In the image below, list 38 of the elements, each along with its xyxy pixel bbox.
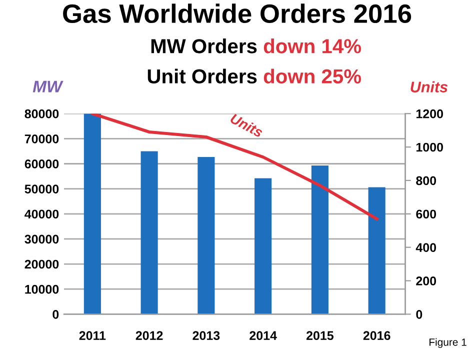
y2-tick-label: 800 — [416, 176, 436, 186]
bar — [254, 178, 272, 314]
text: Unit Orders — [148, 68, 257, 84]
y2-tick-label: 1200 — [416, 109, 443, 118]
y-tick-label: 20000 — [24, 260, 59, 269]
chart-title: Gas Worldwide Orders 2016 — [63, 4, 412, 24]
y-tick-label: 60000 — [24, 160, 59, 168]
y-tick-label: 70000 — [24, 134, 59, 144]
x-tick-label: 2014 — [250, 331, 277, 340]
x-tick-label: 2012 — [136, 331, 163, 340]
y2-tick-label: 400 — [416, 243, 436, 252]
y2-axis-title: Units — [410, 81, 448, 92]
text: MW Orders — [151, 38, 257, 54]
bar — [198, 156, 215, 314]
x-tick-label: 2013 — [192, 331, 220, 340]
text: Units — [230, 112, 264, 138]
y-tick-label: 10000 — [25, 284, 59, 294]
y2-tick-label: 0 — [416, 310, 422, 319]
y-tick-label: 80000 — [24, 109, 59, 118]
bar — [84, 114, 101, 314]
y-tick-label: 0 — [52, 310, 59, 319]
line-series — [90, 114, 378, 220]
x-tick-label: 2015 — [306, 331, 334, 340]
text: down 14% — [264, 38, 362, 54]
text: down 25% — [264, 68, 362, 84]
y2-tick-label: 600 — [416, 210, 436, 219]
x-tick-label: 2011 — [79, 331, 106, 340]
bar — [368, 187, 386, 314]
x-tick-label: 2016 — [363, 331, 390, 340]
caption: Figure 1 — [430, 338, 466, 348]
y2-tick-label: 1000 — [416, 142, 443, 152]
y-axis-title: MW — [32, 80, 64, 92]
y-tick-label: 50000 — [24, 184, 59, 194]
y-tick-label: 30000 — [24, 234, 59, 244]
y2-tick-label: 200 — [416, 276, 436, 286]
y-tick-label: 40000 — [24, 210, 59, 219]
bar — [140, 151, 158, 314]
bar — [311, 166, 328, 314]
